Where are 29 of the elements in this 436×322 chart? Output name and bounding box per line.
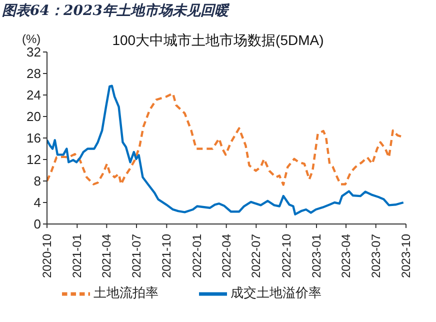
y-tick-label: 0 <box>34 216 41 232</box>
x-tick-label: 2022-01 <box>190 234 204 278</box>
y-tick-label: 8 <box>34 174 41 189</box>
line-series <box>47 84 404 216</box>
y-tick-label: 16 <box>26 130 41 146</box>
x-tick-label: 2021-01 <box>70 234 84 278</box>
x-tick-label: 2023-04 <box>339 234 354 278</box>
chart-title: 图表64：2023年土地市场未见回暖 <box>2 2 228 20</box>
chart-subtitle: 100大中城市土地市场数据(5DMA) <box>112 32 324 48</box>
y-tick-label: 32 <box>26 44 41 60</box>
legend-label: 成交土地溢价率 <box>230 285 322 300</box>
x-tick-label: 2023-10 <box>399 234 413 278</box>
y-axis-title: (%) <box>22 32 41 46</box>
x-tick-label: 2021-10 <box>160 234 174 278</box>
x-tick-label: 2022-04 <box>219 234 234 278</box>
legend-label: 土地流拍率 <box>94 285 158 300</box>
x-tick-label: 2023-01 <box>309 234 324 278</box>
y-tick-label: 28 <box>26 66 41 82</box>
x-tick-label: 2022-07 <box>249 234 264 278</box>
x-tick-label: 2020-10 <box>40 234 54 278</box>
y-tick-label: 20 <box>26 109 41 124</box>
x-tick-label: 2021-04 <box>100 234 114 278</box>
y-tick-label: 4 <box>34 195 41 210</box>
x-tick-label: 2021-07 <box>130 234 144 278</box>
y-tick-label: 24 <box>26 88 41 103</box>
line-series <box>47 92 404 186</box>
y-tick-label: 12 <box>26 152 41 168</box>
x-tick-label: 2023-07 <box>368 234 383 278</box>
x-tick-label: 2022-10 <box>279 234 294 278</box>
